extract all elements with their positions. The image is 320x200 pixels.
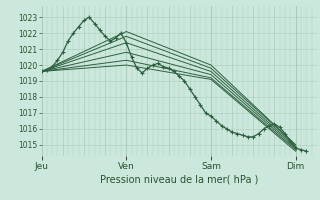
X-axis label: Pression niveau de la mer( hPa ): Pression niveau de la mer( hPa ): [100, 175, 258, 185]
